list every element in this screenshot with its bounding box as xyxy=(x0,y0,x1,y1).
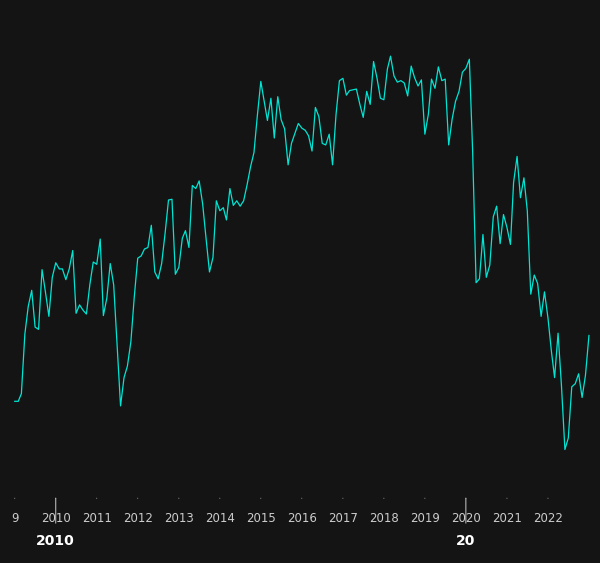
Text: 2022: 2022 xyxy=(533,512,563,525)
Text: 9: 9 xyxy=(11,512,19,525)
Text: 2010: 2010 xyxy=(37,534,75,548)
Text: 20: 20 xyxy=(456,534,476,548)
Text: 2021: 2021 xyxy=(492,512,522,525)
Text: 2018: 2018 xyxy=(369,512,399,525)
Text: 2015: 2015 xyxy=(246,512,275,525)
Text: 2010: 2010 xyxy=(41,512,71,525)
Text: 2016: 2016 xyxy=(287,512,317,525)
Text: 2013: 2013 xyxy=(164,512,194,525)
Text: 2014: 2014 xyxy=(205,512,235,525)
Text: 2019: 2019 xyxy=(410,512,440,525)
Text: 2011: 2011 xyxy=(82,512,112,525)
Text: 2020: 2020 xyxy=(451,512,481,525)
Text: 2012: 2012 xyxy=(123,512,152,525)
Text: 2017: 2017 xyxy=(328,512,358,525)
